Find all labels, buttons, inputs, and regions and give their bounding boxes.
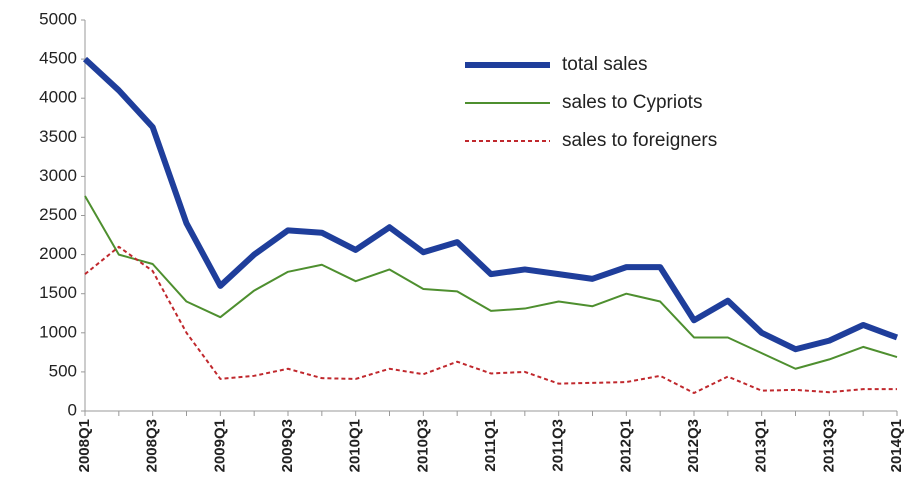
x-tick-label: 2010Q1 bbox=[347, 419, 364, 472]
legend-label: sales to foreigners bbox=[562, 130, 717, 151]
x-tick-label: 2011Q1 bbox=[482, 419, 499, 472]
x-tick-label: 2010Q3 bbox=[414, 419, 431, 472]
x-tick-label: 2009Q3 bbox=[279, 419, 296, 472]
y-tick-label: 4000 bbox=[39, 88, 77, 107]
legend-label: total sales bbox=[562, 54, 648, 75]
legend-label: sales to Cypriots bbox=[562, 92, 702, 113]
y-tick-label: 3000 bbox=[39, 166, 77, 185]
series-line bbox=[84, 245, 897, 395]
y-tick-label: 2500 bbox=[39, 205, 77, 224]
x-tick-label: 2012Q1 bbox=[617, 419, 634, 472]
y-tick-label: 1000 bbox=[39, 322, 77, 341]
x-tick-label: 2014Q1 bbox=[888, 419, 905, 472]
series-line bbox=[82, 56, 899, 353]
x-tick-label: 2013Q1 bbox=[753, 419, 770, 472]
x-tick-label: 2009Q1 bbox=[211, 419, 228, 472]
y-tick-label: 4500 bbox=[39, 49, 77, 68]
y-tick-label: 0 bbox=[68, 400, 77, 419]
y-tick-label: 500 bbox=[49, 361, 77, 380]
series-line bbox=[84, 195, 898, 370]
x-tick-label: 2008Q1 bbox=[76, 419, 93, 472]
y-tick-label: 1500 bbox=[39, 283, 77, 302]
x-tick-label: 2012Q3 bbox=[685, 419, 702, 472]
x-tick-label: 2011Q3 bbox=[550, 419, 567, 472]
x-tick-label: 2013Q3 bbox=[820, 419, 837, 472]
x-tick-label: 2008Q3 bbox=[144, 419, 161, 472]
y-tick-label: 3500 bbox=[39, 127, 77, 146]
y-tick-label: 5000 bbox=[39, 9, 77, 28]
y-tick-label: 2000 bbox=[39, 244, 77, 263]
